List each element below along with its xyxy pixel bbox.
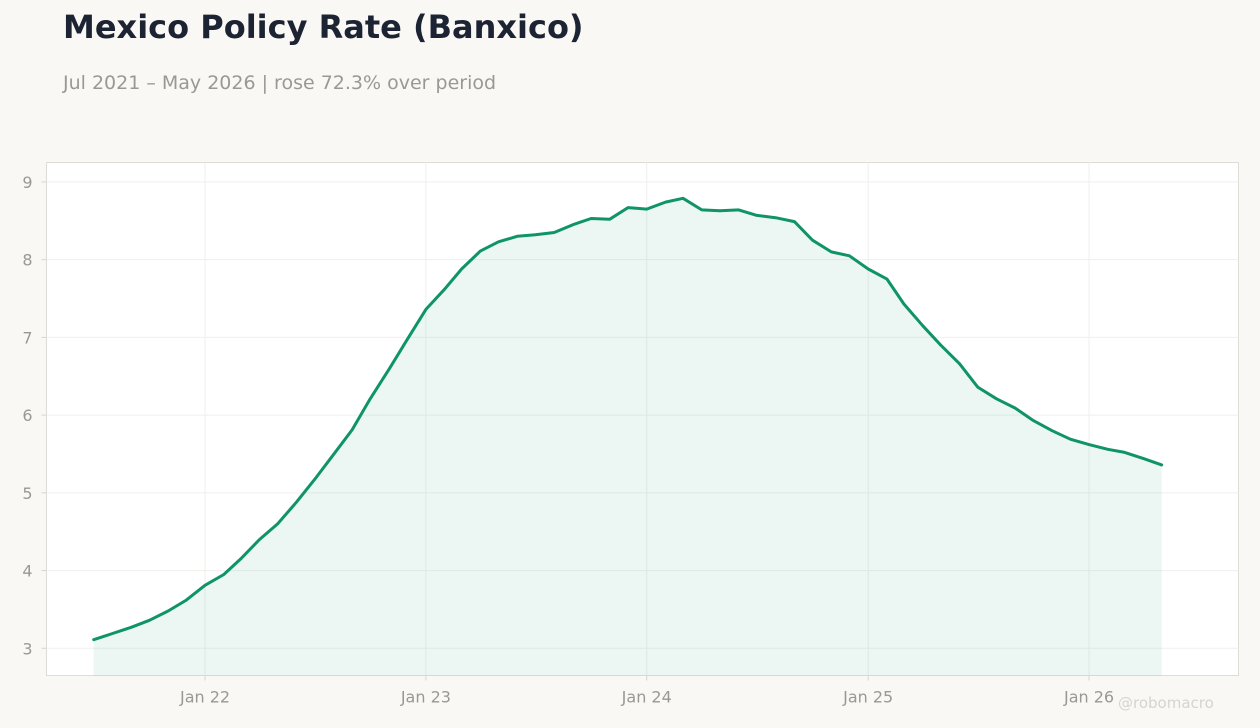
data-point xyxy=(515,234,519,238)
data-point xyxy=(1013,406,1017,410)
data-point xyxy=(203,583,207,587)
data-point xyxy=(1087,443,1091,447)
data-point xyxy=(774,216,778,220)
data-point xyxy=(147,618,151,622)
grid xyxy=(46,162,1239,676)
data-point xyxy=(533,233,537,237)
data-point xyxy=(921,324,925,328)
series-area-fill xyxy=(93,198,1162,676)
data-point xyxy=(424,307,428,311)
x-tick-label: Jan 25 xyxy=(842,688,893,707)
data-point xyxy=(571,223,575,227)
data-point xyxy=(829,250,833,254)
area-layer xyxy=(92,196,1164,676)
y-tick-label: 4 xyxy=(22,562,32,581)
data-point xyxy=(368,397,372,401)
x-tick-label: Jan 22 xyxy=(179,688,230,707)
data-point xyxy=(811,238,815,242)
data-point xyxy=(902,302,906,306)
data-point xyxy=(847,254,851,258)
data-point xyxy=(111,632,115,636)
chart-title: Mexico Policy Rate (Banxico) xyxy=(63,8,584,46)
data-point xyxy=(1106,447,1110,451)
chart-subtitle: Jul 2021 – May 2026 | rose 72.3% over pe… xyxy=(63,72,497,94)
data-point xyxy=(737,208,741,212)
data-point xyxy=(1068,437,1072,441)
data-point xyxy=(313,478,317,482)
data-point xyxy=(1031,419,1035,423)
data-point xyxy=(681,196,685,200)
data-point xyxy=(718,209,722,213)
plot-area xyxy=(46,162,1239,676)
data-point xyxy=(589,217,593,221)
y-tick-label: 6 xyxy=(22,406,32,425)
data-point xyxy=(958,362,962,366)
data-point xyxy=(294,500,298,504)
data-point xyxy=(885,277,889,281)
y-tick-label: 7 xyxy=(22,328,32,347)
data-point xyxy=(645,207,649,211)
data-point xyxy=(939,343,943,347)
data-point xyxy=(497,240,501,244)
x-tick-label: Jan 24 xyxy=(621,688,672,707)
data-point xyxy=(664,200,668,204)
data-point xyxy=(92,638,96,642)
y-tick-label: 3 xyxy=(22,639,32,658)
x-tick-label: Jan 26 xyxy=(1063,688,1114,707)
data-point xyxy=(350,428,354,432)
data-point xyxy=(1123,450,1127,454)
data-point xyxy=(276,522,280,526)
data-point xyxy=(1050,429,1054,433)
data-point xyxy=(239,557,243,561)
data-point xyxy=(552,231,556,235)
data-point xyxy=(166,609,170,613)
data-point xyxy=(387,367,391,371)
data-point xyxy=(866,267,870,271)
y-tick-label: 5 xyxy=(22,484,32,503)
series-line xyxy=(92,196,1164,642)
data-point xyxy=(222,573,226,577)
data-point xyxy=(626,206,630,210)
y-tick-label: 8 xyxy=(22,251,32,270)
watermark: @robomacro xyxy=(1118,694,1214,712)
data-point xyxy=(976,385,980,389)
data-point xyxy=(792,220,796,224)
data-point xyxy=(184,598,188,602)
data-point xyxy=(608,217,612,221)
y-axis: 3 4 5 6 7 8 9 xyxy=(22,173,47,658)
data-point xyxy=(443,287,447,291)
data-point xyxy=(1160,463,1164,467)
x-axis: Jan 22 Jan 23 Jan 24 Jan 25 Jan 26 xyxy=(179,675,1114,707)
data-point xyxy=(700,208,704,212)
x-tick-label: Jan 23 xyxy=(400,688,451,707)
data-point xyxy=(258,538,262,542)
data-point xyxy=(460,267,464,271)
data-point xyxy=(405,338,409,342)
data-point xyxy=(478,249,482,253)
data-point xyxy=(129,625,133,629)
data-point xyxy=(1142,457,1146,461)
data-point xyxy=(331,453,335,457)
data-point xyxy=(755,213,759,217)
y-tick-label: 9 xyxy=(22,173,32,192)
data-point xyxy=(995,397,999,401)
